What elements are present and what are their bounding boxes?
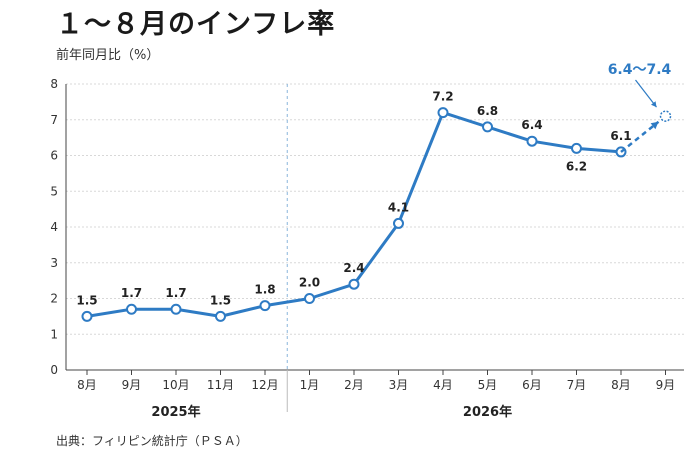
x-tick-label: 9月 [122,378,142,392]
data-label: 1.5 [76,293,97,307]
data-label: 1.7 [121,286,142,300]
x-tick-label: 1月 [300,378,320,392]
chart-title: １～８月のインフレ率 [56,9,336,40]
y-tick-label: 2 [50,292,58,306]
x-tick-label: 3月 [389,378,409,392]
x-tick-label: 5月 [478,378,498,392]
data-label: 6.2 [566,159,587,173]
y-tick-label: 4 [50,220,58,234]
y-tick-label: 0 [50,363,58,377]
data-label: 6.1 [610,129,631,143]
y-tick-label: 6 [50,149,58,163]
x-tick-label: 10月 [162,378,189,392]
data-point [304,293,315,304]
forecast-arrowhead [650,121,659,130]
unit-label: 前年同月比（%） [56,48,160,63]
data-point [526,135,538,147]
data-point [126,303,137,315]
data-label: 4.1 [388,200,409,214]
year-label: 2026年 [463,404,512,420]
data-labels: 1.5 1.7 1.7 1.5 1.8 2.0 2.4 4.1 7.2 6.8 6.4 6.2 6.1 [76,90,631,308]
data-label: 2.0 [299,276,320,290]
y-tick-label: 8 [50,77,58,91]
data-label: 7.2 [432,90,453,104]
x-tick-label: 8月 [611,378,631,392]
y-tick-label: 7 [50,113,58,127]
x-tick-label: 9月 [656,378,676,392]
data-label: 1.7 [165,286,186,300]
y-tick-label: 3 [50,256,58,270]
forecast-line [620,120,660,153]
forecast-group: 6.4～7.4 [608,62,672,153]
data-point [170,303,182,315]
source-note: 出典：フィリピン統計庁（ＰＳＡ） [56,434,248,448]
forecast-pointer [635,79,657,108]
gridlines [66,83,684,335]
x-tick-label: 12月 [251,378,278,392]
y-tick-label: 5 [50,184,58,198]
x-tick-label: 4月 [433,378,453,392]
data-point [81,310,93,322]
forecast-label: 6.4～7.4 [608,62,672,78]
y-tick-label: 1 [50,327,58,341]
x-tick-label: 8月 [77,378,97,392]
data-label: 1.8 [254,283,275,297]
year-label: 2025年 [151,404,200,420]
data-label: 6.4 [521,118,542,132]
forecast-pointer-head [651,101,657,108]
axes [65,84,684,412]
data-points [81,107,627,322]
data-point [393,217,404,229]
x-tick-labels: 8月 9月 10月 11月 12月 1月 2月 3月 4月 5月 6月 7月 8月 9月 [77,378,675,392]
data-point [437,107,449,119]
y-tick-labels: 0 1 2 3 4 5 6 7 8 [50,77,58,377]
data-point [348,278,360,290]
data-label: 1.5 [210,293,231,307]
data-point [215,310,226,322]
data-label: 6.8 [477,104,498,118]
data-point [571,142,582,154]
x-tick-label: 7月 [567,378,587,392]
forecast-point [659,110,672,122]
x-tick-label: 2月 [344,378,364,392]
data-point [259,300,271,312]
x-tick-label: 6月 [522,378,542,392]
data-point [482,121,493,133]
x-tick-label: 11月 [207,378,234,392]
year-labels: 2025年 2026年 [151,404,512,420]
data-label: 2.4 [343,261,364,275]
